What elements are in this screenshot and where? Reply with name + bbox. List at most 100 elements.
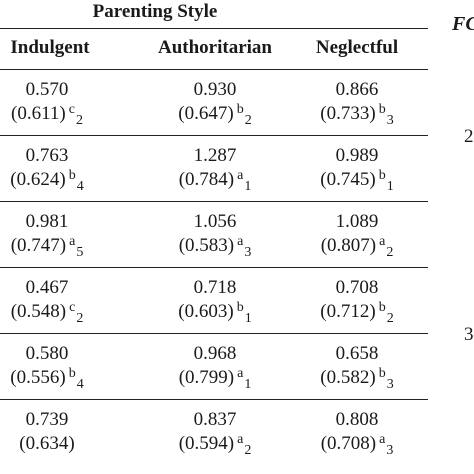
mean-value: 0.763 [25,145,69,166]
mean-value: 0.968 [193,343,237,364]
cell-authoritarian: 1.056 (0.583) a3 [140,202,290,268]
table-row: 0.570 (0.611) c2 0.930 (0.647) b2 0.866 (0.733)… [0,70,428,136]
rank-subscript: 5 [76,245,84,260]
sd-text: (0.807) [320,235,377,256]
mean-value: 0.837 [193,409,237,430]
significance-letter: b [236,102,244,117]
rank-subscript: 3 [386,113,394,128]
rank-subscript: 4 [76,179,84,194]
row-rule [0,333,428,334]
cell-indulgent: 0.763 (0.624) b4 [0,136,108,202]
rank-subscript: 2 [76,311,84,326]
mean-value: 0.739 [25,409,69,430]
sd-text: (0.747) [10,235,67,256]
mean-value: 0.658 [335,343,379,364]
sd-value: (0.556) b4 [0,366,108,392]
mean-value: 0.866 [335,79,379,100]
significance-letter: b [378,300,386,315]
sd-value: (0.634) [0,432,108,456]
table-row: 0.580 (0.556) b4 0.968 (0.799) a1 0.658 (0.582)… [0,334,428,400]
cell-neglectful: 0.658 (0.582) b3 [292,334,422,400]
sd-text: (0.708) [320,433,377,454]
mean-value: 0.989 [335,145,379,166]
significance-letter: b [236,300,244,315]
sd-text: (0.548) [10,301,67,322]
row-rule [0,201,428,202]
rank-subscript: 2 [244,443,252,458]
sd-text: (0.784) [178,169,235,190]
side-column-header: FC [452,13,474,35]
sd-value: (0.747) a5 [0,234,108,260]
sd-text: (0.712) [320,301,376,322]
header-rule [0,69,428,70]
cell-authoritarian: 0.930 (0.647) b2 [140,70,290,136]
significance-letter: a [237,234,244,249]
significance-letter: a [379,234,386,249]
cell-neglectful: 1.089 (0.807) a2 [292,202,422,268]
sd-text: (0.582) [320,367,376,388]
sd-text: (0.624) [10,169,66,190]
table-row: 0.981 (0.747) a5 1.056 (0.583) a3 1.089 (0.807)… [0,202,428,268]
sd-text: (0.556) [10,367,66,388]
sd-value: (0.611) c2 [0,102,108,128]
significance-letter: a [69,234,76,249]
mean-value: 0.930 [193,79,237,100]
sd-text: (0.799) [178,367,235,388]
cell-neglectful: 0.808 (0.708) a3 [292,400,422,466]
mean-value: 1.056 [193,211,237,232]
sd-value: (0.583) a3 [140,234,290,260]
cell-neglectful: 0.989 (0.745) b1 [292,136,422,202]
cell-indulgent: 0.981 (0.747) a5 [0,202,108,268]
table-row: 0.763 (0.624) b4 1.287 (0.784) a1 0.989 (0.745)… [0,136,428,202]
significance-letter: b [68,366,76,381]
mean-value: 0.580 [25,343,69,364]
sd-text: (0.594) [178,433,235,454]
group-header: Parenting Style [92,1,218,22]
significance-letter: a [379,432,386,447]
significance-letter: c [68,102,75,117]
rank-subscript: 3 [386,443,394,458]
side-group-number: 2 [464,126,474,147]
significance-letter: b [378,102,386,117]
cell-neglectful: 0.708 (0.712) b2 [292,268,422,334]
cell-indulgent: 0.580 (0.556) b4 [0,334,108,400]
table-row: 0.467 (0.548) c2 0.718 (0.603) b1 0.708 (0.712)… [0,268,428,334]
sd-text: (0.583) [178,235,235,256]
rank-subscript: 2 [386,245,394,260]
sd-value: (0.582) b3 [292,366,422,392]
cell-indulgent: 0.467 (0.548) c2 [0,268,108,334]
mean-value: 0.808 [335,409,379,430]
rank-subscript: 2 [244,113,252,128]
significance-letter: a [237,432,244,447]
sd-text: (0.733) [320,103,376,124]
significance-letter: b [68,168,76,183]
rank-subscript: 1 [244,311,252,326]
top-rule [0,28,428,29]
rank-subscript: 3 [244,245,252,260]
row-rule [0,135,428,136]
sd-value: (0.647) b2 [140,102,290,128]
rank-subscript: 2 [386,311,394,326]
rank-subscript: 3 [386,377,394,392]
sd-text: (0.745) [320,169,376,190]
mean-value: 1.089 [335,211,379,232]
sd-text: (0.611) [11,103,66,124]
sd-text: (0.647) [178,103,234,124]
sd-value: (0.745) b1 [292,168,422,194]
sd-value: (0.807) a2 [292,234,422,260]
sd-value: (0.733) b3 [292,102,422,128]
table-row: 0.739 (0.634) 0.837 (0.594) a2 0.808 (0.708) a3 [0,400,428,466]
significance-letter: b [378,168,386,183]
cell-indulgent: 0.739 (0.634) [0,400,108,466]
mean-value: 0.981 [25,211,69,232]
sd-value: (0.799) a1 [140,366,290,392]
rank-subscript: 1 [386,179,394,194]
column-header-authoritarian: Authoritarian [158,37,272,58]
mean-value: 1.287 [193,145,237,166]
side-group-number: 3 [464,324,474,345]
sd-value: (0.603) b1 [140,300,290,326]
sd-value: (0.624) b4 [0,168,108,194]
rank-subscript: 1 [244,377,252,392]
sd-value: (0.712) b2 [292,300,422,326]
